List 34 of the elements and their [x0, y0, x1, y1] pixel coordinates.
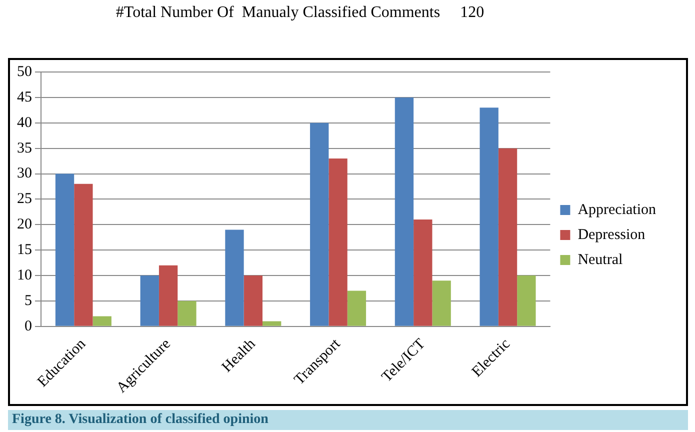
bar [347, 290, 366, 326]
y-tick-label: 50 [17, 64, 32, 80]
bar [140, 276, 159, 326]
bar [480, 108, 498, 326]
bar [55, 174, 74, 326]
y-tick-label: 25 [17, 191, 32, 208]
bar [74, 184, 93, 326]
bar [414, 220, 432, 326]
y-tick-label: 40 [17, 114, 32, 131]
bar [394, 97, 414, 326]
bar [178, 300, 196, 326]
legend-label: Neutral [578, 252, 623, 268]
y-tick-label: 10 [17, 267, 32, 284]
y-tick-label: 15 [17, 242, 32, 258]
bar [498, 148, 518, 326]
bar [262, 321, 282, 326]
y-tick-label: 45 [17, 89, 32, 106]
y-tick-label: 20 [17, 216, 32, 233]
caption: Figure 8. Visualization of classified opinion [8, 410, 688, 430]
bar [328, 158, 348, 326]
bar [225, 230, 244, 326]
bar [158, 265, 178, 326]
bar [92, 316, 112, 326]
y-tick-label: 5 [24, 292, 32, 309]
bar [244, 276, 262, 326]
y-tick-label: 30 [17, 166, 32, 182]
y-tick-label: 35 [17, 140, 32, 156]
bar [432, 280, 451, 326]
legend-label: Depression [578, 226, 646, 243]
chart-title: #Total Number Of Manualy Classified Comments 120 [114, 4, 486, 22]
bar [310, 122, 329, 326]
legend-label: Appreciation [578, 202, 656, 218]
bar [517, 276, 536, 326]
y-tick-label: 0 [24, 318, 32, 334]
